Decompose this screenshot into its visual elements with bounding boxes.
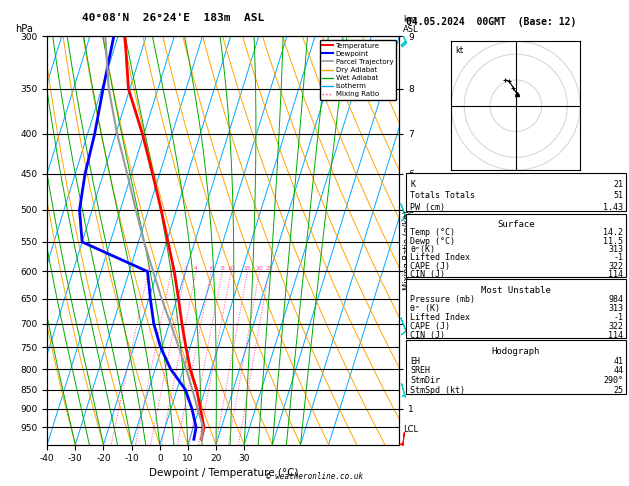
Text: 25: 25 [265,266,273,272]
Text: θᵉ(K): θᵉ(K) [410,245,435,254]
Text: CAPE (J): CAPE (J) [410,262,450,271]
Text: 10: 10 [227,266,235,272]
Text: 15: 15 [243,266,252,272]
Text: θᵉ (K): θᵉ (K) [410,304,440,312]
Legend: Temperature, Dewpoint, Parcel Trajectory, Dry Adiabat, Wet Adiabat, Isotherm, Mi: Temperature, Dewpoint, Parcel Trajectory… [320,40,396,100]
Text: 114: 114 [608,270,623,279]
Text: 20: 20 [255,266,264,272]
Text: 6: 6 [209,266,213,272]
Text: Surface: Surface [497,220,535,229]
Text: Totals Totals: Totals Totals [410,191,475,200]
Text: EH: EH [410,357,420,366]
Text: 11.5: 11.5 [603,237,623,245]
Text: K: K [410,180,415,190]
Text: StmDir: StmDir [410,376,440,385]
Text: 25: 25 [613,386,623,395]
Text: 114: 114 [608,330,623,340]
Text: Hodograph: Hodograph [492,347,540,356]
Text: © weatheronline.co.uk: © weatheronline.co.uk [266,472,363,481]
Text: 21: 21 [613,180,623,190]
Text: Lifted Index: Lifted Index [410,253,470,262]
Text: kt: kt [455,47,464,55]
Text: 51: 51 [613,191,623,200]
Text: 3: 3 [184,266,187,272]
Text: Lifted Index: Lifted Index [410,312,470,322]
Text: 44: 44 [613,366,623,376]
X-axis label: Dewpoint / Temperature (°C): Dewpoint / Temperature (°C) [148,468,298,478]
Text: CIN (J): CIN (J) [410,330,445,340]
Text: CAPE (J): CAPE (J) [410,322,450,330]
Text: 322: 322 [608,262,623,271]
Text: Most Unstable: Most Unstable [481,286,551,295]
Text: SREH: SREH [410,366,430,376]
Text: CIN (J): CIN (J) [410,270,445,279]
Text: LCL: LCL [403,425,418,434]
Text: 322: 322 [608,322,623,330]
Text: 290°: 290° [603,376,623,385]
Text: Pressure (mb): Pressure (mb) [410,295,475,304]
Text: hPa: hPa [16,24,33,35]
Text: Dewp (°C): Dewp (°C) [410,237,455,245]
Text: 04.05.2024  00GMT  (Base: 12): 04.05.2024 00GMT (Base: 12) [406,17,576,27]
Text: StmSpd (kt): StmSpd (kt) [410,386,465,395]
Text: Temp (°C): Temp (°C) [410,228,455,237]
Text: 41: 41 [613,357,623,366]
Text: 8: 8 [220,266,225,272]
Text: 1.43: 1.43 [603,203,623,211]
Text: 984: 984 [608,295,623,304]
Text: PW (cm): PW (cm) [410,203,445,211]
Text: 313: 313 [608,304,623,312]
Text: Mixing Ratio (g/kg): Mixing Ratio (g/kg) [403,210,411,290]
Text: 14.2: 14.2 [603,228,623,237]
Text: 313: 313 [608,245,623,254]
Text: -1: -1 [613,312,623,322]
Text: -1: -1 [613,253,623,262]
Text: 2: 2 [169,266,174,272]
Text: 4: 4 [194,266,198,272]
Text: 1: 1 [147,266,150,272]
Text: km
ASL: km ASL [403,15,418,35]
Text: 40°08'N  26°24'E  183m  ASL: 40°08'N 26°24'E 183m ASL [82,13,264,23]
